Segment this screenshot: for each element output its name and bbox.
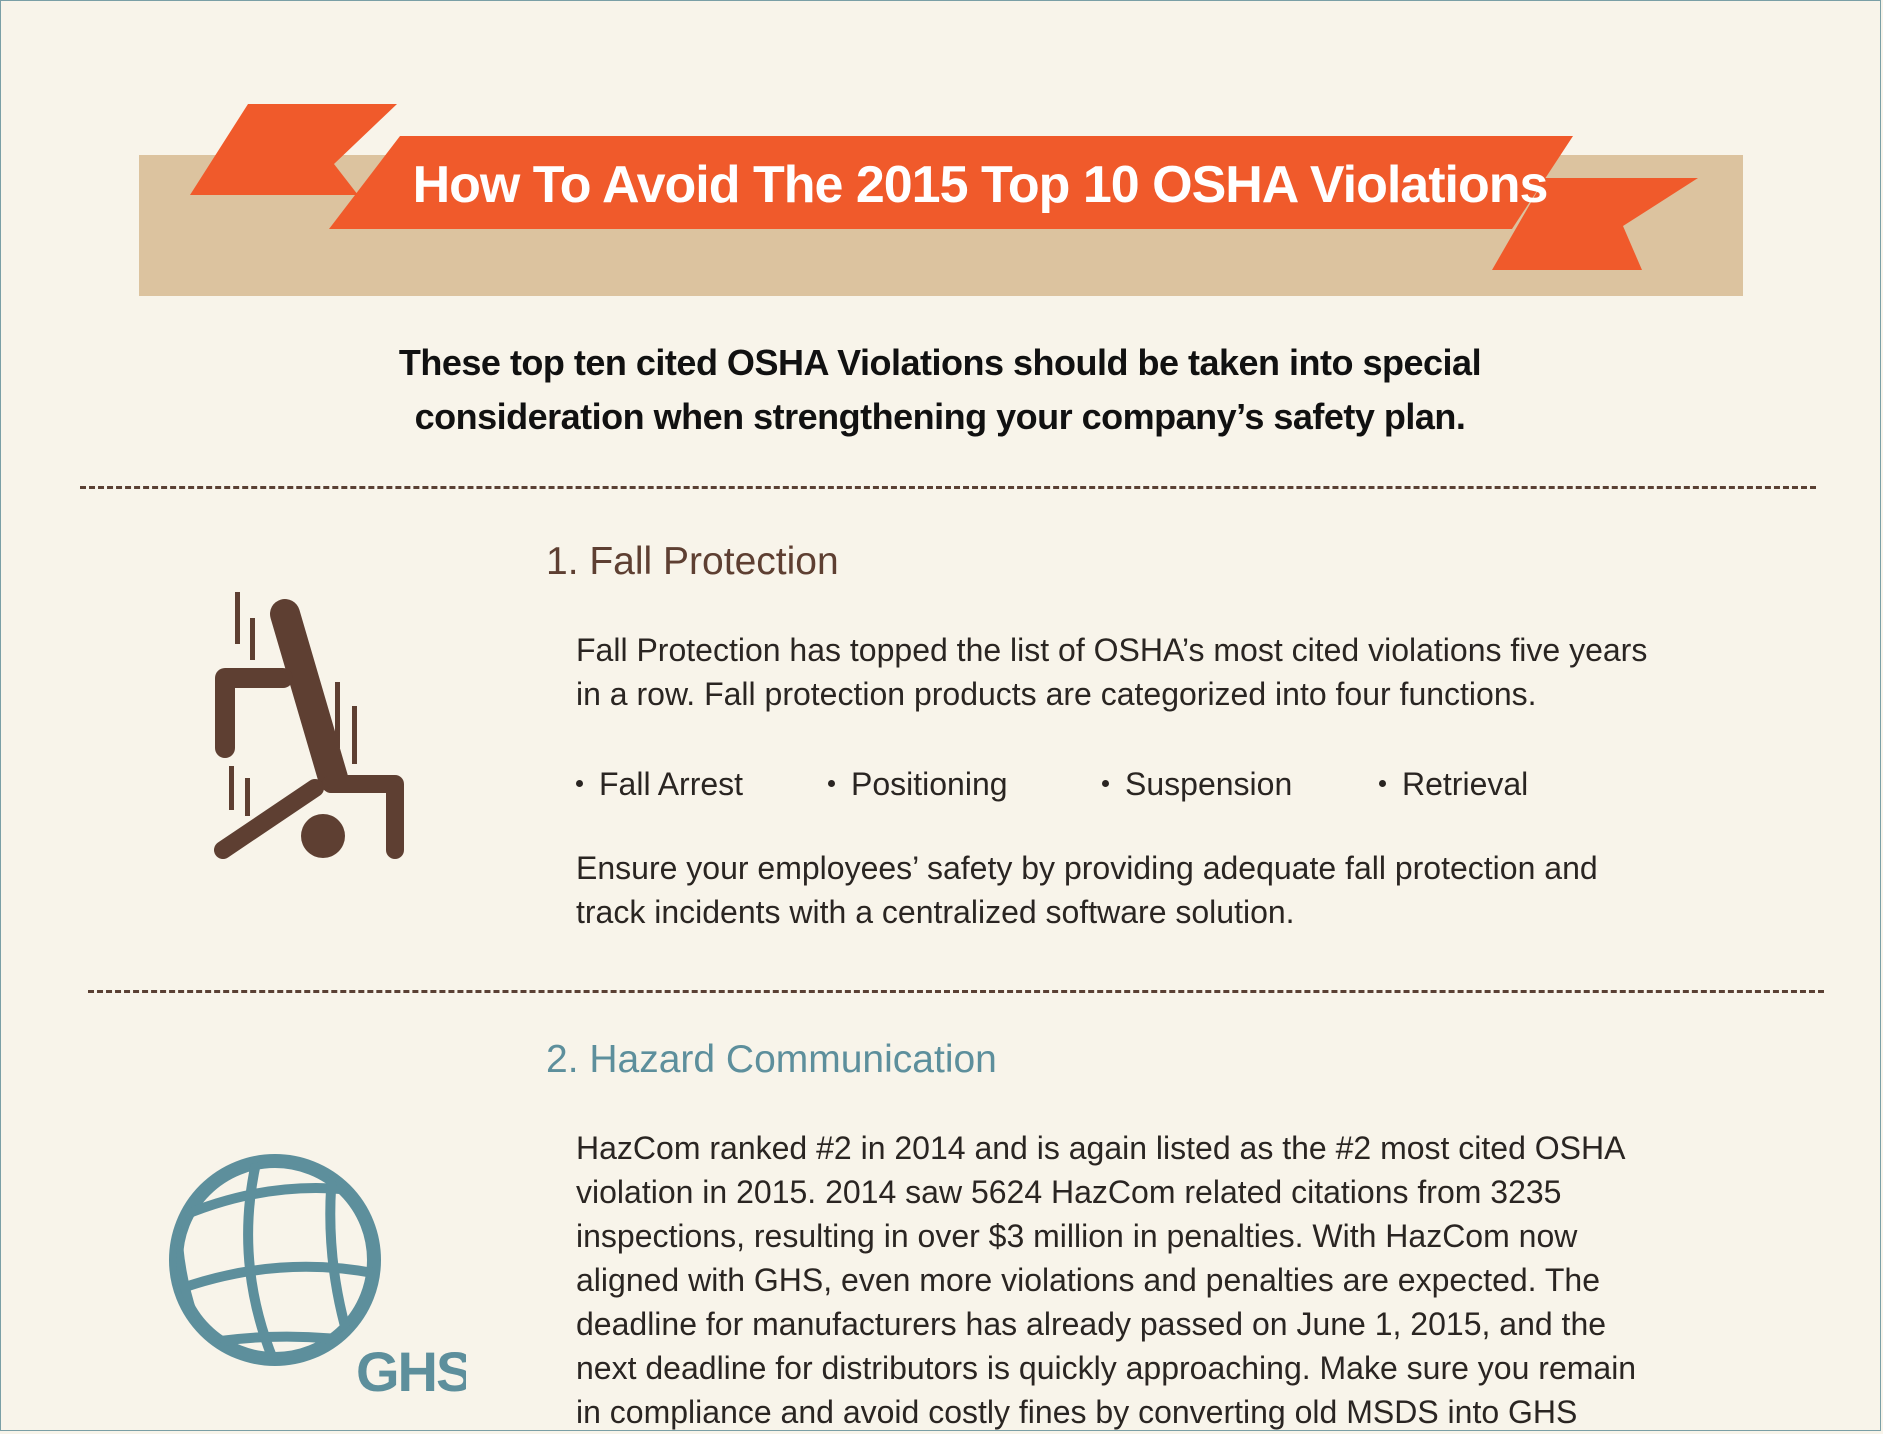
para-line: in a row. Fall protection products are c… xyxy=(576,676,1537,712)
intro-text: These top ten cited OSHA Violations shou… xyxy=(330,336,1550,444)
hazard-communication-text: HazCom ranked #2 in 2014 and is again li… xyxy=(576,1126,1736,1434)
bullet-retrieval: Retrieval xyxy=(1379,759,1528,809)
section-divider xyxy=(88,990,1824,993)
section-title-hazard-communication: 2. Hazard Communication xyxy=(546,1038,997,1081)
bullet-dot xyxy=(576,780,583,788)
bullet-suspension: Suspension xyxy=(1102,759,1292,809)
fall-protection-functions: Fall Arrest Positioning Suspension Retri… xyxy=(576,759,1736,809)
para-line: inspections, resulting in over $3 millio… xyxy=(576,1218,1578,1254)
para-line: in compliance and avoid costly fines by … xyxy=(576,1394,1578,1430)
para-line: aligned with GHS, even more violations a… xyxy=(576,1262,1601,1298)
para-line: next deadline for distributors is quickl… xyxy=(576,1350,1637,1386)
page-title: How To Avoid The 2015 Top 10 OSHA Violat… xyxy=(412,156,1549,214)
bullet-dot xyxy=(1102,780,1109,788)
para-line: HazCom ranked #2 in 2014 and is again li… xyxy=(576,1130,1626,1166)
para-line: track incidents with a centralized softw… xyxy=(576,894,1295,930)
section-title-fall-protection: 1. Fall Protection xyxy=(546,540,839,583)
intro-line-1: These top ten cited OSHA Violations shou… xyxy=(398,342,1482,383)
ghs-globe-icon: GHS xyxy=(169,1154,466,1400)
ribbon-left-tail xyxy=(190,104,397,195)
ghs-label: GHS xyxy=(356,1340,466,1400)
fall-protection-intro: Fall Protection has topped the list of O… xyxy=(576,628,1736,716)
intro-line-2: consideration when strengthening your co… xyxy=(414,396,1466,437)
bullet-dot xyxy=(1379,780,1386,788)
falling-person-icon xyxy=(214,592,404,859)
section-divider xyxy=(80,486,1816,489)
para-line: deadline for manufacturers has already p… xyxy=(576,1306,1607,1342)
bullet-dot xyxy=(828,780,835,788)
ribbon-banner xyxy=(190,104,1698,270)
bullet-fall-arrest: Fall Arrest xyxy=(576,759,743,809)
bullet-positioning: Positioning xyxy=(828,759,1008,809)
para-line: Ensure your employees’ safety by providi… xyxy=(576,850,1598,886)
fall-protection-summary: Ensure your employees’ safety by providi… xyxy=(576,846,1736,934)
para-line: violation in 2015. 2014 saw 5624 HazCom … xyxy=(576,1174,1562,1210)
ribbon-main xyxy=(329,136,1573,229)
ribbon-right-tail xyxy=(1492,178,1698,270)
para-line: Fall Protection has topped the list of O… xyxy=(576,632,1648,668)
